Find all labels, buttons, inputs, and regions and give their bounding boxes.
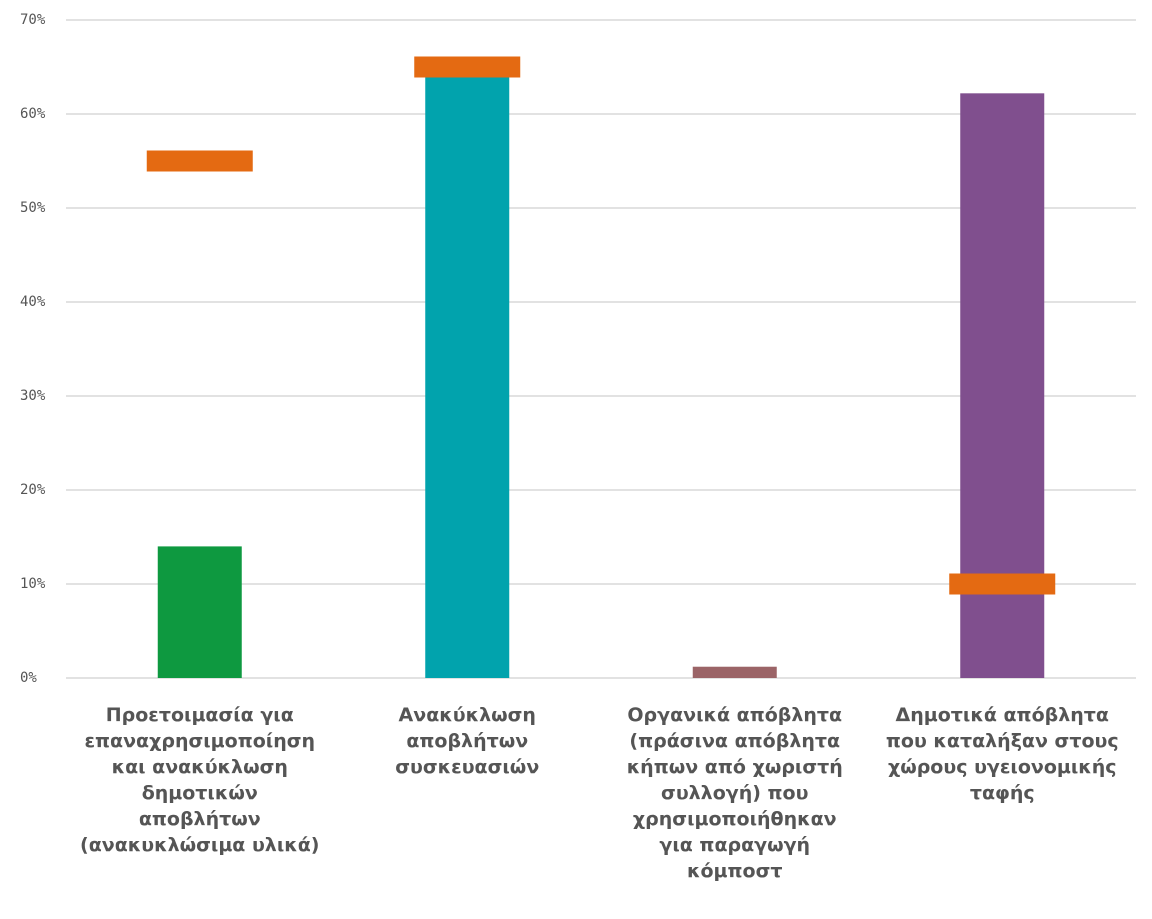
x-category-label: Οργανικά απόβλητα (πράσινα απόβλητα κήπω… xyxy=(626,704,843,882)
target-marker xyxy=(949,573,1056,595)
x-category-label: Δημοτικά απόβλητα που καταλήξαν στους χώ… xyxy=(885,704,1119,804)
y-tick-label: 0% xyxy=(20,670,37,686)
x-category-label: Προετοιμασία για επαναχρησιμοποίηση και … xyxy=(80,704,320,856)
bar xyxy=(157,546,242,678)
y-tick-label: 30% xyxy=(20,388,46,404)
bar xyxy=(692,666,777,678)
x-category-label: Ανακύκλωση αποβλήτων συσκευασιών xyxy=(395,704,540,778)
gridlines xyxy=(66,19,1136,679)
bars xyxy=(157,76,1045,678)
target-marker xyxy=(414,56,521,78)
y-tick-label: 60% xyxy=(20,106,46,122)
target-markers xyxy=(146,56,1056,595)
bar xyxy=(425,76,510,678)
target-marker xyxy=(146,150,253,172)
y-tick-label: 70% xyxy=(20,12,46,28)
y-tick-label: 50% xyxy=(20,200,46,216)
y-tick-label: 40% xyxy=(20,294,46,310)
y-tick-label: 20% xyxy=(20,482,46,498)
y-tick-label: 10% xyxy=(20,576,46,592)
